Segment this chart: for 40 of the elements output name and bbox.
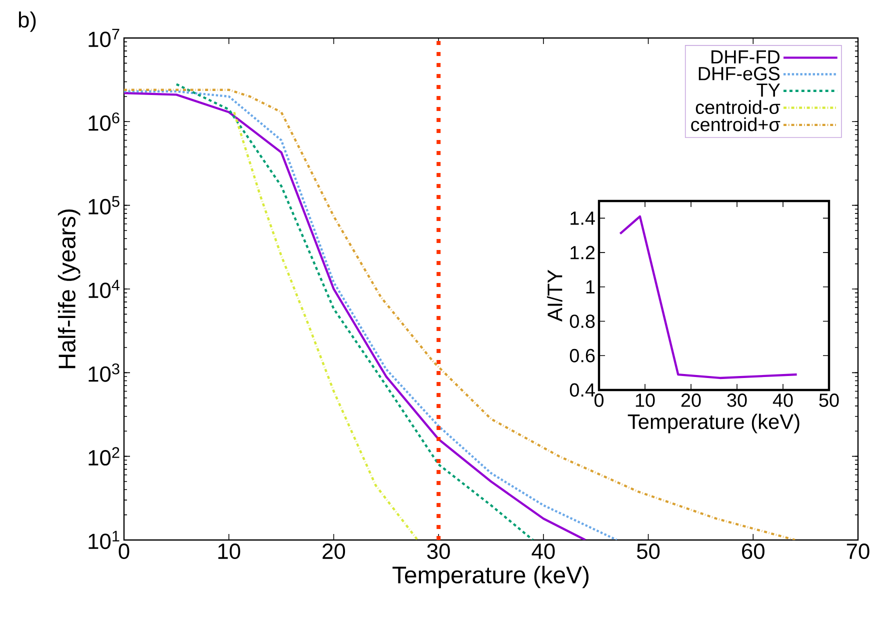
y-tick-label: 0.6 <box>570 348 595 362</box>
line-series <box>619 215 798 380</box>
y-tick-label: 1.2 <box>570 246 595 260</box>
legend-label: TY <box>756 84 780 97</box>
x-tick-label: 30 <box>427 544 450 560</box>
legend-label: centroid-σ <box>696 100 780 114</box>
legend-label: DHF-eGS <box>698 66 780 80</box>
y-tick-label: 10$^{7}$ <box>88 28 120 48</box>
line-series <box>233 111 419 540</box>
x-tick-label: 50 <box>636 544 660 560</box>
x-axis-title: Temperature (keV) <box>628 414 800 434</box>
x-tick-label: 20 <box>681 394 701 407</box>
y-tick-label: 10$^{1}$ <box>88 530 120 550</box>
y-tick-label: 10$^{6}$ <box>88 112 120 131</box>
y-tick-label: 0.8 <box>570 314 595 328</box>
x-tick-label: 20 <box>322 544 346 560</box>
y-tick-label: 1.4 <box>570 212 595 225</box>
x-tick-label: 10 <box>636 394 655 407</box>
y-tick-label: 10$^{5}$ <box>88 196 120 214</box>
legend-label: DHF-FD <box>712 50 780 64</box>
y-tick-label: 1 <box>586 280 595 294</box>
legend-label: centroid+σ <box>691 117 780 132</box>
x-tick-label: 30 <box>727 394 747 407</box>
x-tick-label: 40 <box>772 394 793 407</box>
x-tick-label: 40 <box>532 544 555 560</box>
x-tick-label: 0 <box>594 394 604 407</box>
y-tick-label: 0.4 <box>570 383 595 397</box>
x-tick-label: 50 <box>819 394 839 407</box>
y-axis-title: Half-life (years) <box>58 209 80 368</box>
x-tick-label: 10 <box>218 544 240 560</box>
text: b) <box>18 12 36 32</box>
y-tick-label: 10$^{4}$ <box>88 280 120 298</box>
x-tick-label: 60 <box>742 544 764 560</box>
x-tick-label: 70 <box>846 544 870 560</box>
x-tick-label: 0 <box>118 544 130 560</box>
x-axis-title: Temperature (keV) <box>392 566 588 588</box>
y-tick-label: 10$^{2}$ <box>88 447 120 466</box>
y-tick-label: 10$^{3}$ <box>88 363 120 382</box>
y-axis-title: AI/TY <box>546 270 562 322</box>
line-series <box>175 83 534 540</box>
